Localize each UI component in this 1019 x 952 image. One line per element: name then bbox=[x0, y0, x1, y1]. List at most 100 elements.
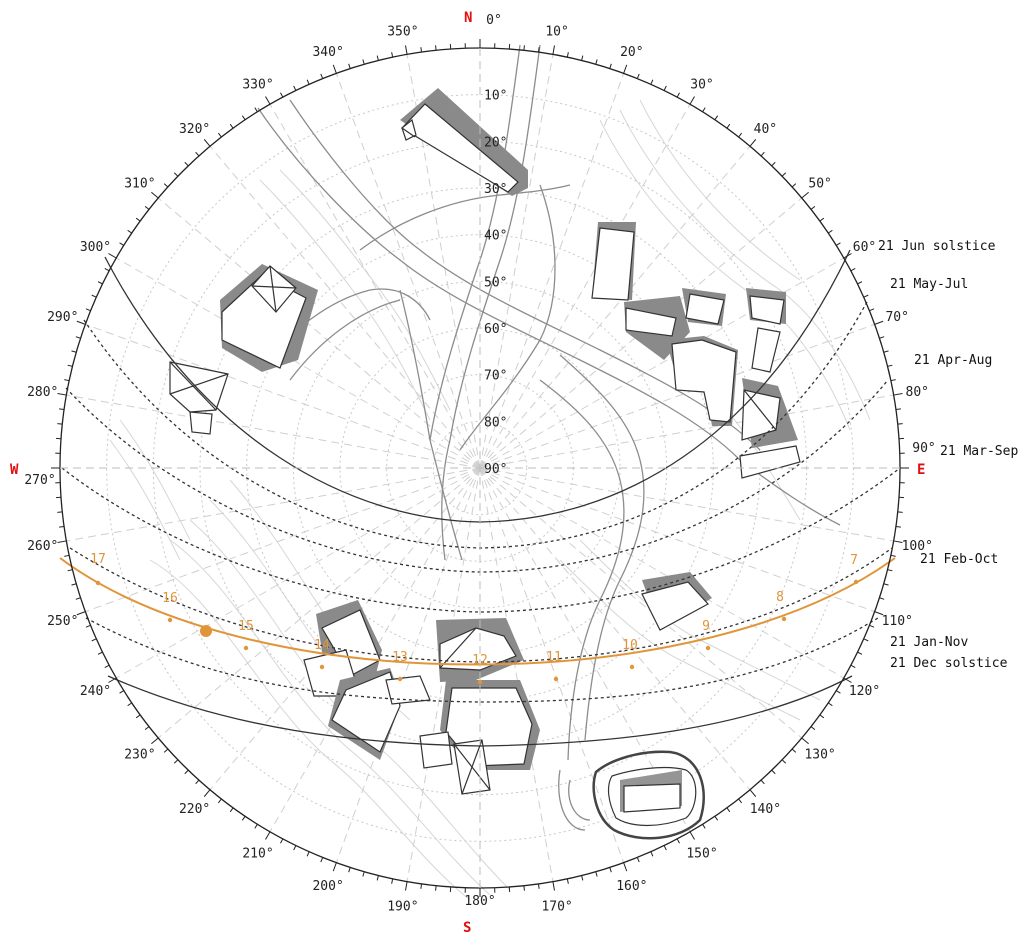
azimuth-label-150: 150° bbox=[686, 847, 717, 862]
azimuth-spoke-230 bbox=[157, 467, 481, 739]
azimuth-label-140: 140° bbox=[750, 802, 781, 817]
tick-150 bbox=[689, 831, 695, 840]
tick-106 bbox=[883, 583, 889, 586]
azimuth-spoke-250 bbox=[85, 467, 481, 613]
tick-192 bbox=[391, 878, 394, 884]
azimuth-label-220: 220° bbox=[179, 802, 210, 817]
hour-dot-16 bbox=[167, 617, 173, 623]
azimuth-spoke-300 bbox=[116, 257, 481, 469]
tick-70 bbox=[874, 320, 884, 325]
azimuth-label-90: 90° bbox=[912, 441, 935, 456]
tick-120 bbox=[843, 677, 852, 683]
hour-label-7: 7 bbox=[850, 553, 858, 568]
hour-dot-10 bbox=[629, 664, 635, 670]
tick-342 bbox=[348, 63, 351, 69]
tick-230 bbox=[151, 737, 159, 745]
tick-80 bbox=[893, 393, 903, 396]
tick-158 bbox=[636, 857, 640, 863]
azimuth-label-170: 170° bbox=[541, 899, 572, 914]
tick-222 bbox=[195, 779, 200, 785]
path-label-apr-aug: 21 Apr-Aug bbox=[914, 353, 992, 368]
tick-162 bbox=[609, 867, 612, 873]
tick-226 bbox=[173, 759, 179, 764]
tick-134 bbox=[781, 759, 787, 764]
altitude-label-50: 50° bbox=[484, 275, 507, 290]
azimuth-spoke-330 bbox=[269, 104, 481, 469]
tick-18 bbox=[609, 63, 612, 69]
azimuth-spoke-20 bbox=[479, 73, 625, 469]
tick-170 bbox=[552, 881, 555, 891]
azimuth-spoke-40 bbox=[479, 145, 751, 469]
tick-6 bbox=[523, 45, 525, 51]
azimuth-label-80: 80° bbox=[906, 385, 929, 400]
azimuth-label-280: 280° bbox=[27, 385, 58, 400]
path-label-may-jul: 21 May-Jul bbox=[890, 277, 968, 292]
tick-112 bbox=[869, 624, 875, 628]
hour-dot-8 bbox=[781, 616, 787, 622]
tick-128 bbox=[810, 726, 816, 731]
tick-140 bbox=[749, 789, 757, 797]
tick-174 bbox=[523, 885, 525, 891]
tick-220 bbox=[203, 789, 211, 797]
tick-104 bbox=[887, 569, 893, 572]
tick-136 bbox=[771, 769, 776, 775]
tick-160 bbox=[623, 862, 628, 872]
azimuth-spoke-310 bbox=[157, 197, 481, 469]
tick-132 bbox=[791, 748, 797, 753]
tick-24 bbox=[650, 79, 654, 85]
tick-320 bbox=[203, 139, 211, 147]
azimuth-spoke-60 bbox=[479, 257, 844, 469]
azimuth-label-240: 240° bbox=[80, 684, 111, 699]
azimuth-spoke-120 bbox=[479, 467, 844, 679]
azimuth-spoke-350 bbox=[406, 54, 481, 469]
tick-276 bbox=[57, 423, 63, 425]
sun-path-4 bbox=[69, 547, 893, 663]
azimuth-label-100: 100° bbox=[902, 539, 933, 554]
tick-98 bbox=[895, 525, 901, 528]
azimuth-label-230: 230° bbox=[124, 747, 155, 762]
path-label-jan-nov: 21 Jan-Nov bbox=[890, 635, 968, 650]
north-label: N bbox=[464, 10, 472, 26]
tick-340 bbox=[332, 64, 337, 74]
tick-194 bbox=[376, 875, 379, 881]
hour-dot-17 bbox=[95, 580, 101, 586]
azimuth-label-190: 190° bbox=[387, 899, 418, 914]
tick-232 bbox=[144, 726, 150, 731]
azimuth-label-10: 10° bbox=[545, 25, 568, 40]
hour-dot-11 bbox=[553, 676, 559, 682]
azimuth-spoke-170 bbox=[479, 467, 554, 882]
tick-8 bbox=[537, 47, 540, 53]
tick-148 bbox=[702, 823, 706, 829]
azimuth-spoke-290 bbox=[85, 323, 481, 469]
tick-164 bbox=[595, 871, 598, 877]
tick-328 bbox=[254, 107, 258, 113]
azimuth-label-180: 180° bbox=[464, 894, 495, 909]
tick-152 bbox=[676, 838, 680, 844]
tick-258 bbox=[64, 554, 70, 557]
azimuth-spoke-10 bbox=[479, 54, 554, 469]
tick-240 bbox=[108, 677, 117, 683]
path-label-dec: 21 Dec solstice bbox=[890, 656, 1008, 671]
tick-246 bbox=[91, 638, 97, 642]
tick-96 bbox=[897, 511, 903, 513]
altitude-label-90: 90° bbox=[484, 462, 507, 477]
azimuth-spoke-160 bbox=[479, 467, 625, 863]
sun-path-labels: 21 Jun solstice 21 May-Jul 21 Apr-Aug 21… bbox=[878, 239, 1018, 671]
tick-38 bbox=[738, 132, 743, 138]
azimuth-spoke-30 bbox=[479, 104, 691, 469]
tick-336 bbox=[306, 79, 310, 85]
tick-74 bbox=[883, 350, 889, 353]
tick-224 bbox=[184, 769, 189, 775]
tick-330 bbox=[265, 96, 271, 105]
tick-236 bbox=[127, 702, 133, 707]
tick-202 bbox=[320, 857, 324, 863]
tick-280 bbox=[57, 393, 67, 396]
altitude-ring-80 bbox=[432, 420, 528, 516]
azimuth-spoke-340 bbox=[335, 73, 481, 469]
azimuth-label-320: 320° bbox=[179, 122, 210, 137]
tick-248 bbox=[85, 624, 91, 628]
tick-36 bbox=[726, 123, 731, 129]
hour-label-9: 9 bbox=[702, 619, 710, 634]
tick-304 bbox=[127, 229, 133, 234]
